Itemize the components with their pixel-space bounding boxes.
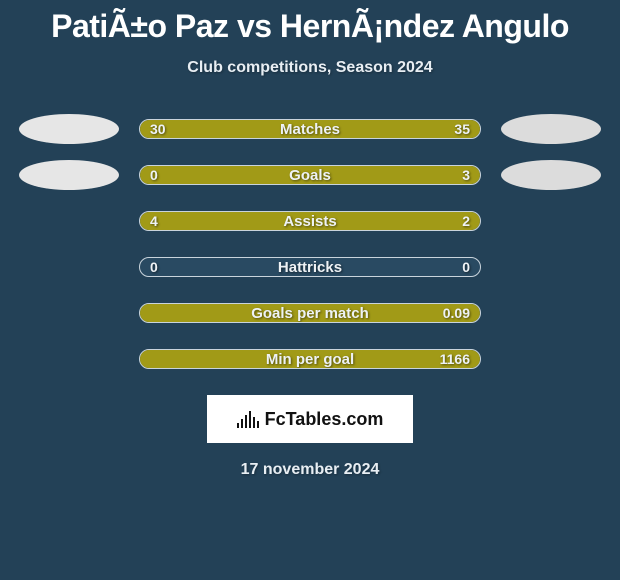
brand-bar <box>253 417 255 428</box>
stat-bar: 3035Matches <box>139 119 481 139</box>
brand-bar <box>257 421 259 428</box>
stat-row: 42Assists <box>0 211 620 231</box>
stat-bar: 1166Min per goal <box>139 349 481 369</box>
fill-right <box>140 350 480 368</box>
player-avatar-right <box>501 114 601 144</box>
page-subtitle: Club competitions, Season 2024 <box>0 59 620 77</box>
stat-bar: 0.09Goals per match <box>139 303 481 323</box>
fill-right <box>296 120 480 138</box>
page-title: PatiÃ±o Paz vs HernÃ¡ndez Angulo <box>0 0 620 45</box>
stat-bar: 0 0Hattricks <box>139 257 481 277</box>
stats-container: 3035Matches 03Goals 42Assists 0 0Hattricks 0.… <box>0 119 620 369</box>
fill-right <box>368 212 480 230</box>
avatar-spacer <box>501 344 601 374</box>
avatar-spacer <box>19 344 119 374</box>
brand-bar <box>249 411 251 428</box>
avatar-spacer <box>501 252 601 282</box>
stat-row: 03Goals <box>0 165 620 185</box>
bars-icon <box>237 410 259 428</box>
stat-row: 0 0Hattricks <box>0 257 620 277</box>
brand-bar <box>245 415 247 428</box>
brand-text: FcTables.com <box>265 409 384 430</box>
fill-left <box>140 120 296 138</box>
brand-bar <box>237 423 239 428</box>
avatar-spacer <box>19 206 119 236</box>
avatar-spacer <box>501 298 601 328</box>
footer-date: 17 november 2024 <box>0 461 620 479</box>
fill-left <box>140 166 201 184</box>
fill-left <box>140 212 368 230</box>
stat-value-left: 0 <box>150 258 158 276</box>
stat-bar: 42Assists <box>139 211 481 231</box>
fill-right <box>201 166 480 184</box>
stat-row: 0.09Goals per match <box>0 303 620 323</box>
brand-box: FcTables.com <box>207 395 413 443</box>
stat-label: Hattricks <box>140 258 480 276</box>
avatar-spacer <box>19 298 119 328</box>
stat-row: 1166Min per goal <box>0 349 620 369</box>
stat-row: 3035Matches <box>0 119 620 139</box>
fill-right <box>140 304 480 322</box>
stat-value-right: 0 <box>462 258 470 276</box>
avatar-spacer <box>19 252 119 282</box>
stat-bar: 03Goals <box>139 165 481 185</box>
brand-bar <box>241 419 243 428</box>
player-avatar-right <box>501 160 601 190</box>
player-avatar-left <box>19 114 119 144</box>
player-avatar-left <box>19 160 119 190</box>
avatar-spacer <box>501 206 601 236</box>
